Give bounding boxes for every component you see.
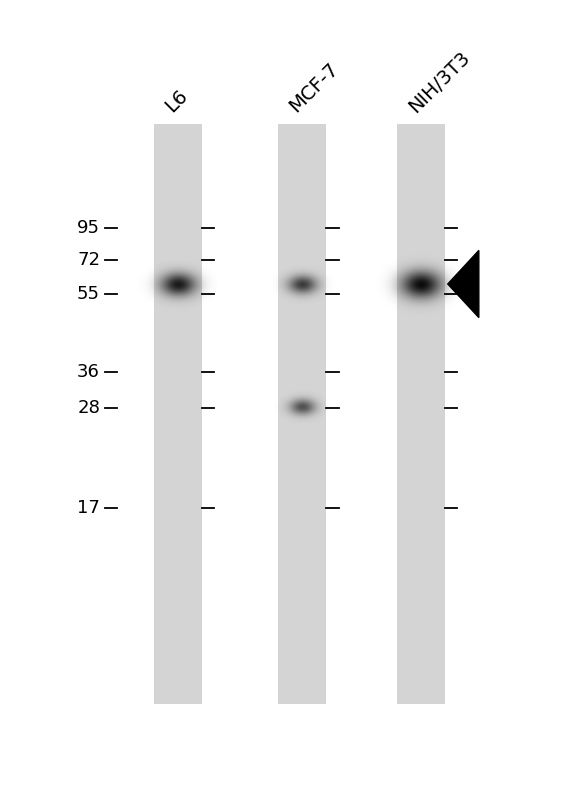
Polygon shape xyxy=(447,250,479,318)
Text: 28: 28 xyxy=(77,399,100,417)
Text: 55: 55 xyxy=(77,286,100,303)
Bar xyxy=(154,124,202,704)
Text: MCF-7: MCF-7 xyxy=(286,59,342,116)
Bar xyxy=(279,124,327,704)
Text: 17: 17 xyxy=(77,499,100,517)
Text: NIH/3T3: NIH/3T3 xyxy=(405,47,473,116)
Text: 72: 72 xyxy=(77,251,100,269)
Text: 95: 95 xyxy=(77,219,100,237)
Text: 36: 36 xyxy=(77,363,100,381)
Text: L6: L6 xyxy=(162,86,192,116)
Bar xyxy=(397,124,445,704)
